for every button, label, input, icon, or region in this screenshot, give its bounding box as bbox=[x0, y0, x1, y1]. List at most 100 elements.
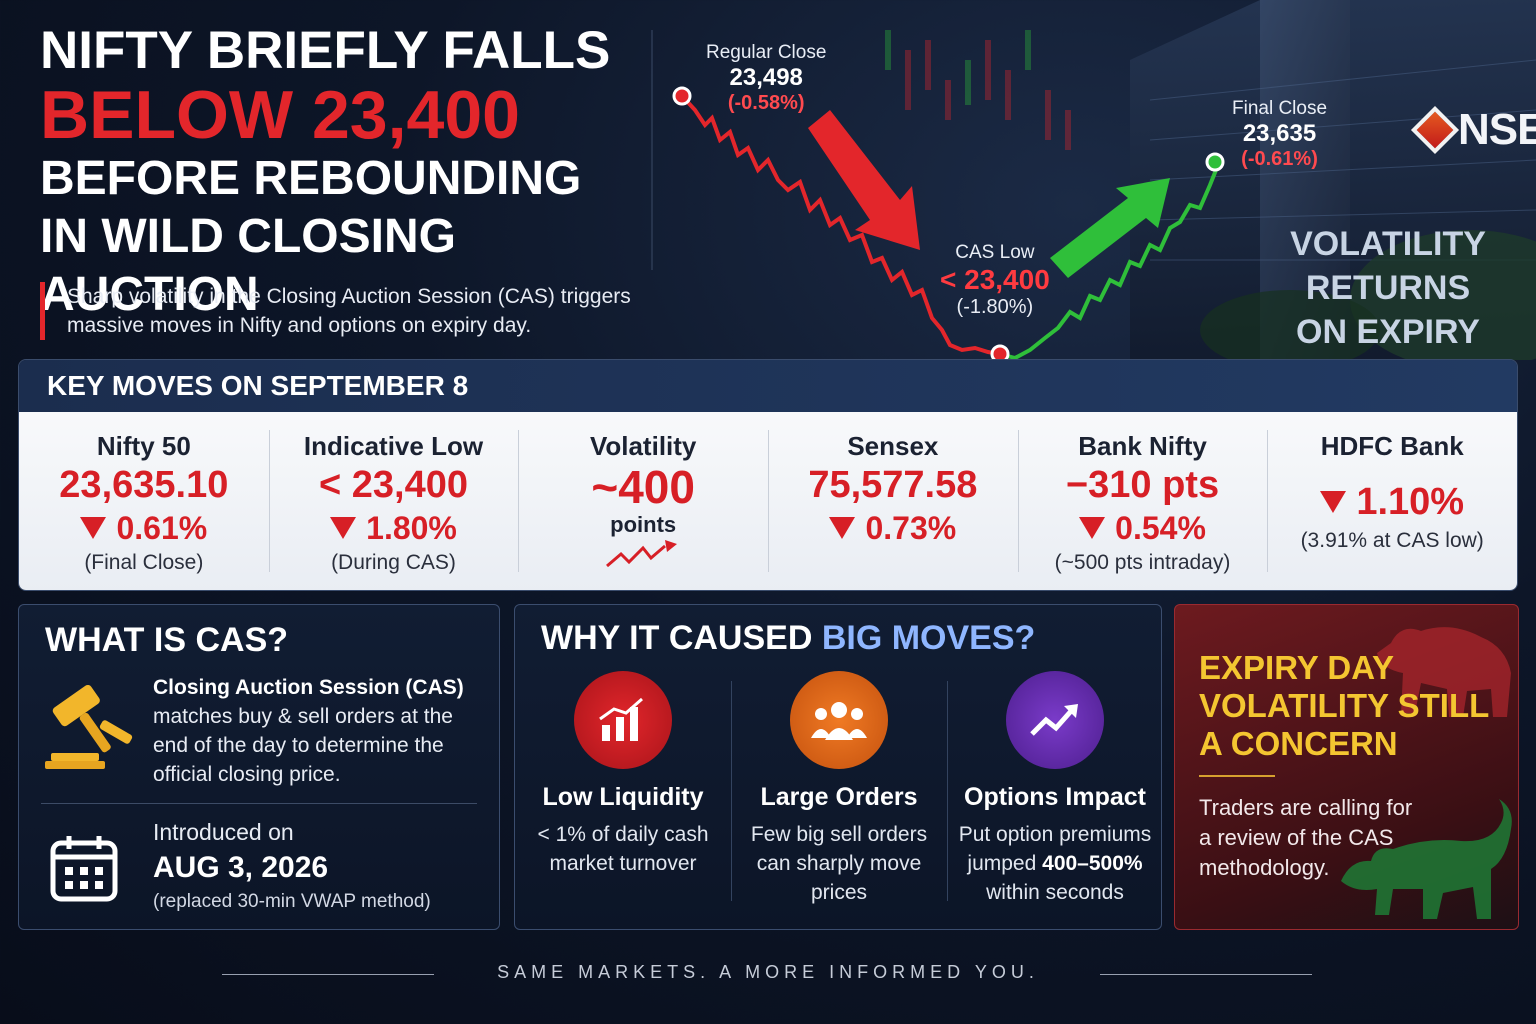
nse-logo-text: NSE bbox=[1458, 105, 1536, 154]
key-move-hdfc-bank: HDFC Bank 1.10% (3.91% at CAS low) bbox=[1267, 430, 1517, 590]
regular-close-label: Regular Close 23,498 (-0.58%) bbox=[706, 42, 826, 115]
key-move-pct-text: 0.54% bbox=[1115, 510, 1206, 546]
cas-description-text: matches buy & sell orders at the end of … bbox=[153, 705, 453, 786]
why-title-part-b: BIG MOVES? bbox=[821, 619, 1036, 657]
key-move-nifty: Nifty 50 23,635.10 0.61% (Final Close) bbox=[19, 430, 269, 590]
introduced-note: (replaced 30-min VWAP method) bbox=[153, 891, 431, 912]
key-move-title: Sensex bbox=[847, 431, 939, 461]
trend-up-icon bbox=[1006, 671, 1104, 769]
reason-title: Options Impact bbox=[964, 783, 1146, 811]
cas-low-pct: (-1.80%) bbox=[956, 296, 1034, 318]
cas-low-label: CAS Low < 23,400 (-1.80%) bbox=[940, 242, 1050, 319]
final-close-pct: (-0.61%) bbox=[1241, 148, 1318, 170]
reason-large-orders: Large Orders Few big sell orders can sha… bbox=[731, 671, 947, 911]
key-move-value: ~400 bbox=[591, 461, 695, 513]
price-chart bbox=[651, 30, 1225, 364]
key-move-pct: 0.73% bbox=[829, 508, 956, 548]
down-triangle-icon bbox=[80, 517, 107, 539]
key-move-note: (~500 pts intraday) bbox=[1054, 551, 1231, 574]
regular-close-title: Regular Close bbox=[706, 42, 827, 63]
why-big-moves-title: WHY IT CAUSED BIG MOVES? bbox=[541, 619, 1035, 658]
why-reasons: Low Liquidity < 1% of daily cash market … bbox=[515, 671, 1163, 911]
headline-line-1: NIFTY BRIEFLY FALLS bbox=[40, 21, 611, 80]
people-icon bbox=[790, 671, 888, 769]
expiry-concern-panel: EXPIRY DAY VOLATILITY STILL A CONCERN Tr… bbox=[1174, 604, 1519, 930]
reason-title: Low Liquidity bbox=[542, 783, 704, 811]
key-move-title: HDFC Bank bbox=[1320, 431, 1464, 461]
headline: NIFTY BRIEFLY FALLS BELOW 23,400 BEFORE … bbox=[40, 22, 640, 324]
key-move-pct-text: 0.61% bbox=[116, 510, 208, 546]
down-triangle-icon bbox=[1079, 517, 1106, 539]
footer-line-right bbox=[1100, 974, 1312, 975]
key-moves-panel: KEY MOVES ON SEPTEMBER 8 Nifty 50 23,635… bbox=[18, 359, 1518, 591]
key-move-pct: 1.10% bbox=[1320, 478, 1464, 526]
key-move-sensex: Sensex 75,577.58 0.73% bbox=[768, 430, 1018, 590]
key-move-title: Bank Nifty bbox=[1078, 431, 1207, 461]
final-close-dot bbox=[1205, 152, 1225, 172]
headline-subtext: Sharp volatility in the Closing Auction … bbox=[40, 282, 680, 340]
down-line bbox=[680, 94, 1001, 356]
key-move-note: (During CAS) bbox=[331, 551, 456, 574]
cas-low-title: CAS Low bbox=[955, 242, 1035, 263]
nse-building-image bbox=[1130, 0, 1536, 360]
key-move-pct: 1.80% bbox=[330, 508, 457, 548]
background-candles bbox=[885, 30, 1071, 150]
key-move-pct: 0.61% bbox=[80, 508, 207, 548]
key-move-pct-text: 0.73% bbox=[865, 510, 957, 546]
expiry-title: EXPIRY DAY VOLATILITY STILL A CONCERN bbox=[1199, 649, 1489, 762]
reason-body-a: Put option premiums jumped bbox=[958, 823, 1152, 875]
expiry-body: Traders are calling for a review of the … bbox=[1199, 795, 1413, 880]
cas-description: Closing Auction Session (CAS) matches bu… bbox=[153, 673, 483, 789]
why-title-part-a: WHY IT CAUSED bbox=[541, 619, 813, 657]
key-move-indicative-low: Indicative Low < 23,400 1.80% (During CA… bbox=[268, 430, 519, 590]
key-move-value: 23,635.10 bbox=[59, 464, 229, 506]
down-triangle-icon bbox=[1320, 491, 1347, 513]
divider bbox=[1199, 775, 1275, 777]
zigzag-up-icon bbox=[606, 540, 678, 568]
final-close-title: Final Close bbox=[1232, 98, 1328, 119]
key-moves-header: KEY MOVES ON SEPTEMBER 8 bbox=[19, 360, 1517, 412]
regular-close-pct: (-0.58%) bbox=[727, 92, 805, 114]
key-move-sub: points bbox=[610, 512, 677, 537]
what-is-cas-panel: WHAT IS CAS? Closing Auction Session (CA… bbox=[18, 604, 500, 930]
divider bbox=[41, 803, 477, 804]
reason-options-impact: Options Impact Put option premiums jumpe… bbox=[947, 671, 1163, 911]
headline-line-3: BEFORE REBOUNDING bbox=[40, 152, 582, 205]
cas-description-bold: Closing Auction Session (CAS) bbox=[153, 676, 464, 699]
gavel-icon bbox=[45, 684, 133, 769]
why-big-moves-panel: WHY IT CAUSED BIG MOVES? Low Liquidity <… bbox=[514, 604, 1162, 930]
footer-tagline: SAME MARKETS. A MORE INFORMED YOU. bbox=[497, 962, 1039, 982]
bull-icon bbox=[1341, 799, 1512, 919]
key-moves-body: Nifty 50 23,635.10 0.61% (Final Close) I… bbox=[19, 412, 1517, 590]
key-move-title: Nifty 50 bbox=[96, 431, 191, 461]
introduced-label: Introduced on bbox=[153, 819, 294, 845]
key-move-value: −310 pts bbox=[1065, 464, 1220, 506]
reason-low-liquidity: Low Liquidity < 1% of daily cash market … bbox=[515, 671, 731, 911]
regular-close-value: 23,498 bbox=[729, 64, 803, 91]
key-move-value: < 23,400 bbox=[319, 464, 468, 506]
nse-logo: NSE bbox=[1410, 105, 1536, 155]
key-move-note: (Final Close) bbox=[84, 551, 204, 574]
reason-title: Large Orders bbox=[760, 783, 918, 811]
headline-line-2: BELOW 23,400 bbox=[40, 77, 520, 153]
bear-icon bbox=[1377, 627, 1511, 717]
final-close-value: 23,635 bbox=[1242, 120, 1317, 147]
down-triangle-icon bbox=[330, 517, 357, 539]
key-move-volatility: Volatility ~400 points bbox=[518, 430, 768, 590]
key-move-title: Volatility bbox=[589, 431, 697, 461]
reason-body: < 1% of daily cash market turnover bbox=[537, 823, 709, 875]
calendar-icon bbox=[50, 836, 118, 902]
reason-body: Few big sell orders can sharply move pri… bbox=[750, 823, 928, 904]
key-move-note: (3.91% at CAS low) bbox=[1300, 529, 1484, 552]
key-move-value: 75,577.58 bbox=[808, 464, 978, 506]
regular-close-dot bbox=[672, 86, 692, 106]
reason-body-bold: 400–500% bbox=[1042, 852, 1143, 875]
down-arrow bbox=[808, 110, 920, 250]
key-move-pct-text: 1.10% bbox=[1356, 481, 1465, 523]
headline-line-4: IN WILD CLOSING AUCTION bbox=[40, 210, 456, 321]
nse-logo-mark-icon bbox=[1410, 105, 1460, 155]
reason-body-b: within seconds bbox=[986, 881, 1124, 904]
key-move-pct-text: 1.80% bbox=[366, 510, 457, 546]
down-triangle-icon bbox=[829, 517, 856, 539]
final-close-label: Final Close 23,635 (-0.61%) bbox=[1232, 98, 1327, 171]
